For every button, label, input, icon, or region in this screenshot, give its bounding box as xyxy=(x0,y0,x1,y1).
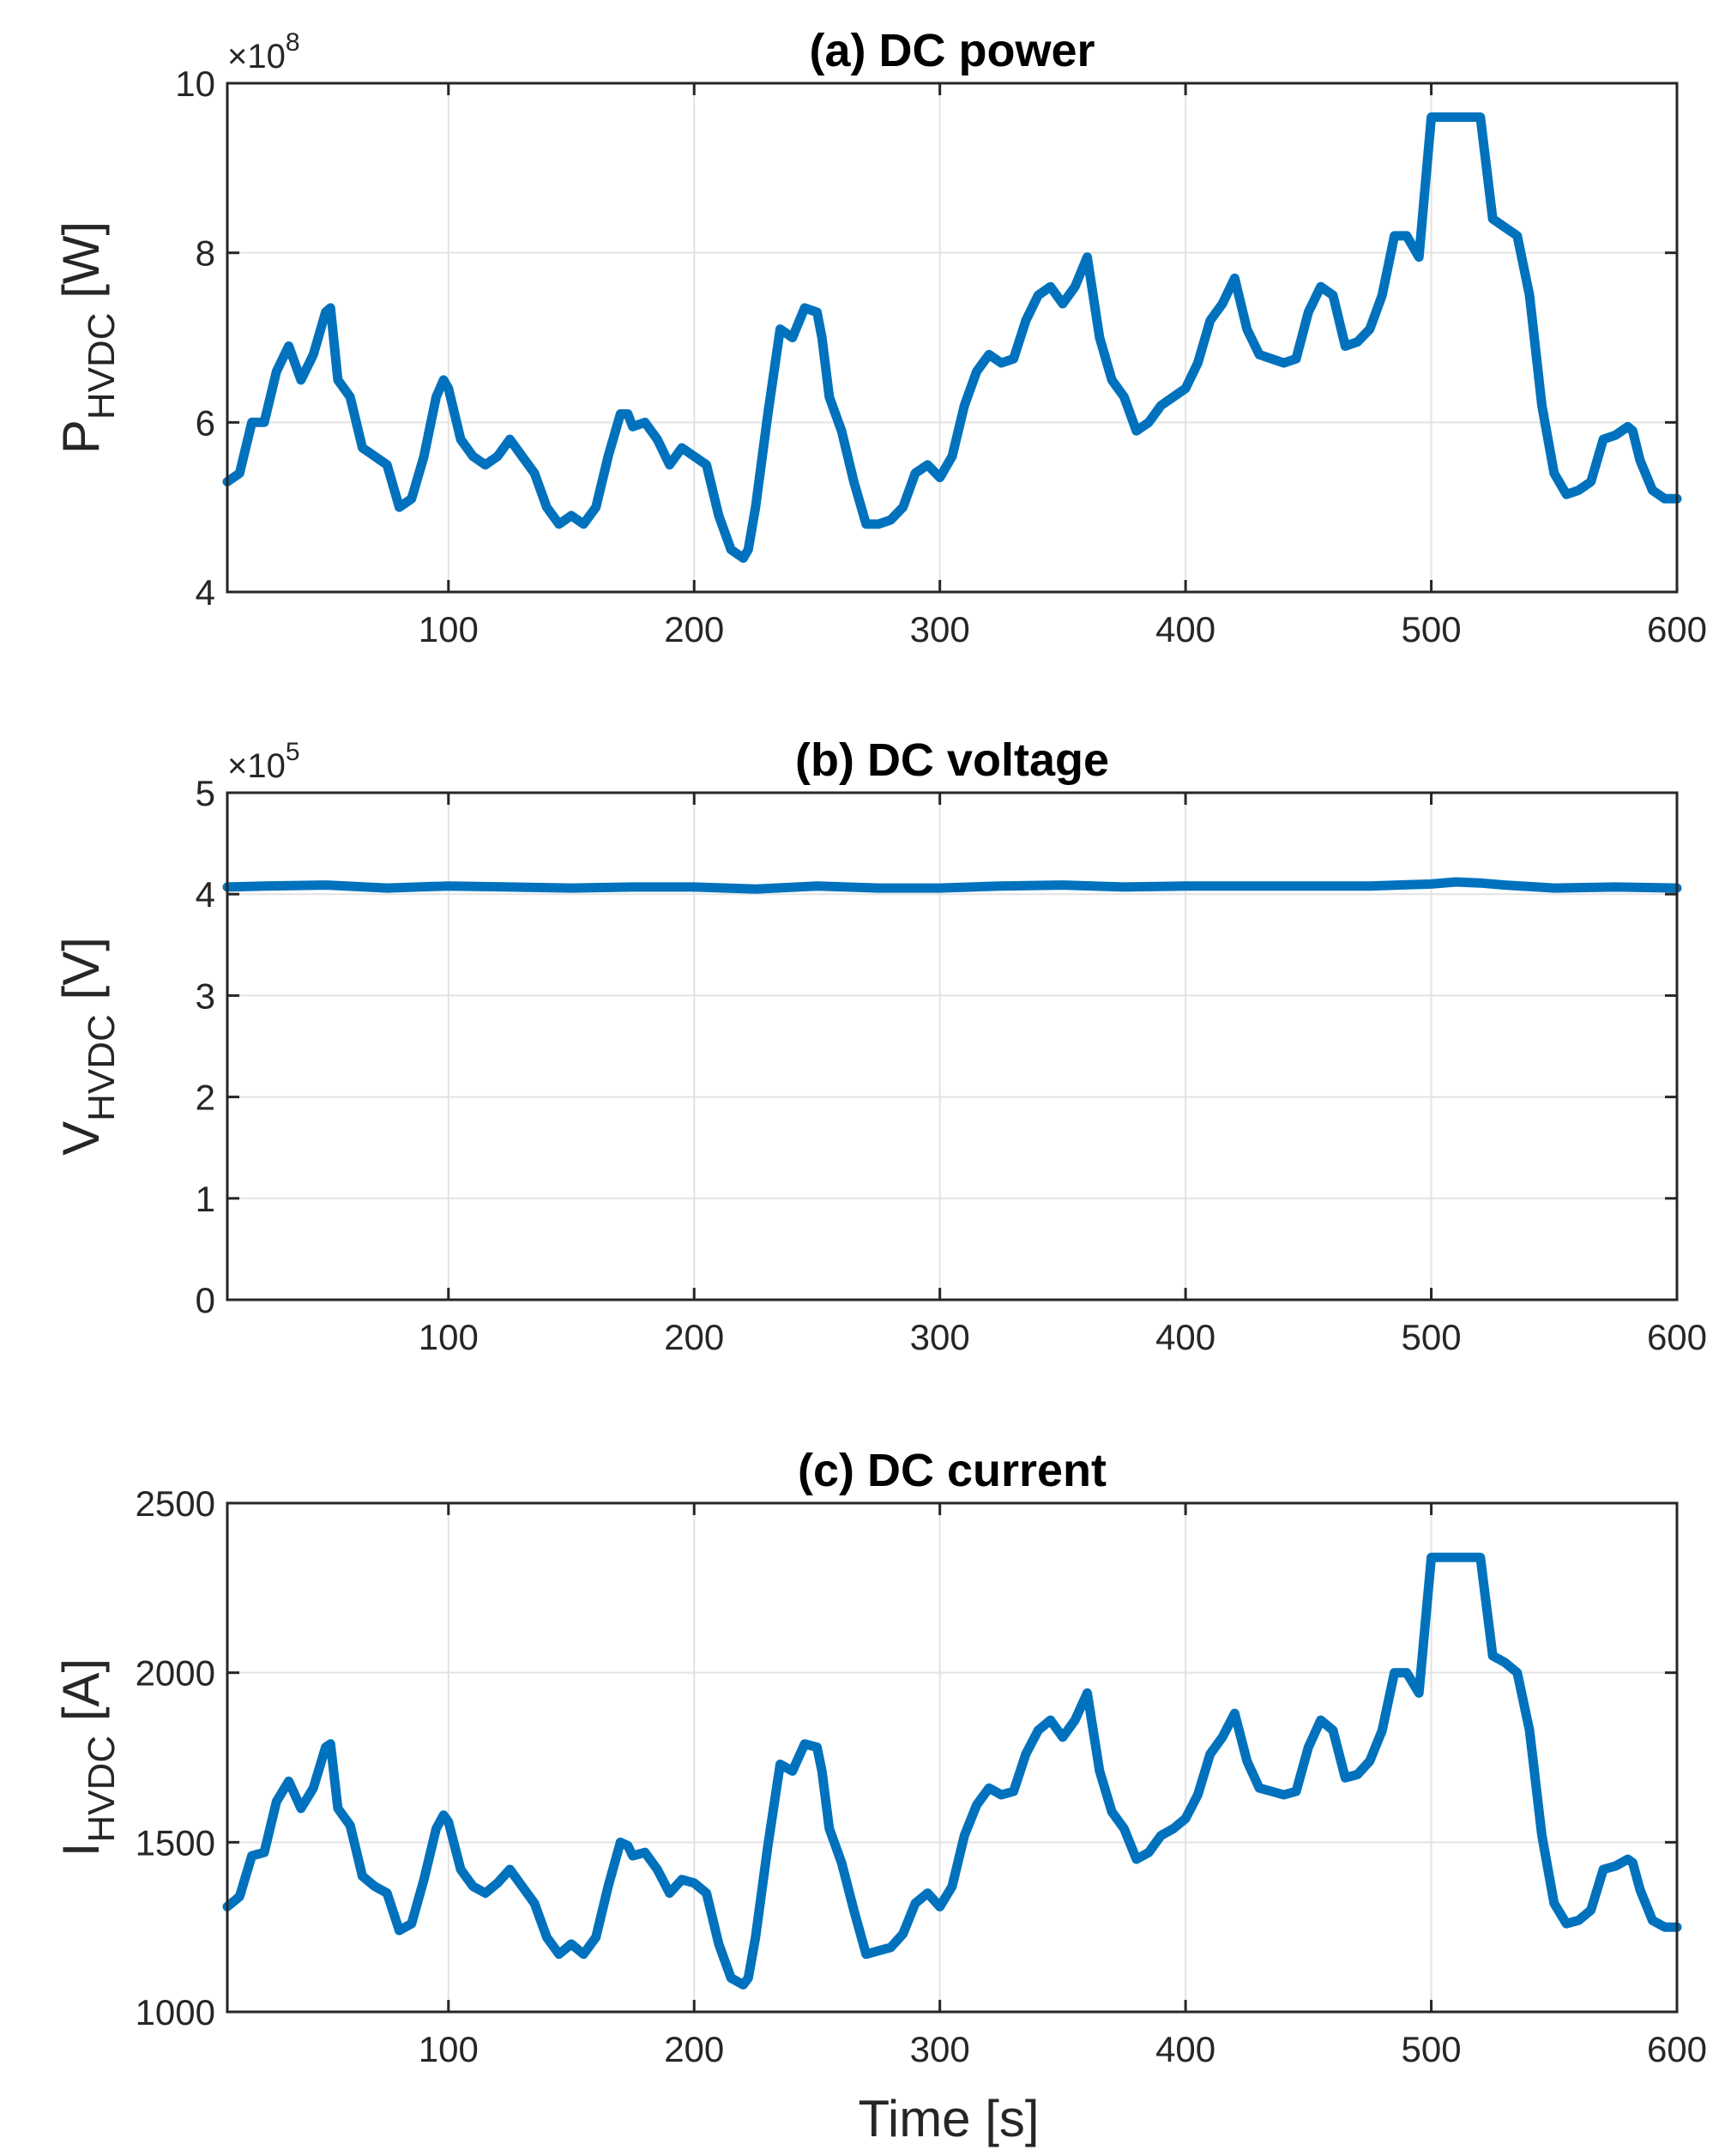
x-tick-label: 400 xyxy=(1155,1317,1215,1357)
x-tick-label: 400 xyxy=(1155,2029,1215,2069)
y-tick-label: 6 xyxy=(196,402,215,443)
chart-title: (c) DC current xyxy=(798,1445,1107,1496)
series-line-1 xyxy=(222,877,1682,894)
series-line-1 xyxy=(222,1552,1682,1990)
x-tick-label: 500 xyxy=(1402,609,1462,649)
y-axis-label-main: I xyxy=(52,1843,110,1857)
plot-frame xyxy=(226,791,1679,1301)
chart-panel-2: 100 200 300 400 500 600 0 1 2 3 4 5 (b) DC voltage ×1… xyxy=(52,734,1707,1357)
x-tick-label: 100 xyxy=(419,1317,479,1357)
x-tick-label: 200 xyxy=(664,2029,724,2069)
y-tick-label: 4 xyxy=(196,874,215,915)
y-axis-label-subscript: HVDC xyxy=(81,1736,123,1843)
plot-frame xyxy=(226,82,1679,594)
y-axis-label-subscript: HVDC xyxy=(81,1014,123,1121)
x-tick-label: 200 xyxy=(664,1317,724,1357)
y-tick-label: 10 xyxy=(175,63,215,104)
x-tick-label: 100 xyxy=(419,609,479,649)
y-exponent-base: ×10 xyxy=(227,38,286,75)
y-exponent-label: ×105 xyxy=(227,738,300,785)
y-tick-label: 4 xyxy=(196,572,215,613)
y-axis-label: VHVDC [V] xyxy=(52,937,123,1156)
y-tick-label: 5 xyxy=(196,773,215,813)
x-tick-label: 300 xyxy=(910,609,970,649)
y-axis-label: PHVDC [W] xyxy=(52,221,123,454)
y-tick-label: 2500 xyxy=(136,1483,215,1524)
x-tick-label: 100 xyxy=(419,2029,479,2069)
x-tick-label: 600 xyxy=(1647,1317,1707,1357)
y-axis-label: IHVDC [A] xyxy=(52,1658,123,1857)
x-tick-label: 300 xyxy=(910,2029,970,2069)
series-line-1 xyxy=(222,112,1682,563)
y-axis-label-unit: [V] xyxy=(52,937,110,1014)
x-tick-label: 600 xyxy=(1647,609,1707,649)
y-tick-label: 1 xyxy=(196,1179,215,1219)
y-exponent-power: 5 xyxy=(286,738,300,766)
x-axis-label: Time [s] xyxy=(858,2090,1039,2147)
chart-panel-3: 100 200 300 400 500 600 1000 1500 2000 2500 (c) DC… xyxy=(52,1445,1707,2069)
y-axis-label-unit: [A] xyxy=(52,1658,110,1736)
y-axis-label-unit: [W] xyxy=(52,221,110,313)
y-axis-label-main: V xyxy=(52,1121,110,1156)
y-tick-label: 1000 xyxy=(136,1992,215,2032)
x-tick-label: 400 xyxy=(1155,609,1215,649)
y-tick-label: 8 xyxy=(196,233,215,274)
y-exponent-label: ×108 xyxy=(227,28,300,75)
y-tick-label: 0 xyxy=(196,1280,215,1320)
y-tick-label: 2000 xyxy=(136,1653,215,1694)
y-tick-label: 1500 xyxy=(136,1822,215,1863)
x-tick-label: 300 xyxy=(910,1317,970,1357)
y-exponent-power: 8 xyxy=(286,28,300,57)
x-tick-label: 500 xyxy=(1402,2029,1462,2069)
y-tick-label: 2 xyxy=(196,1078,215,1118)
y-axis-label-subscript: HVDC xyxy=(81,312,123,420)
y-axis-label-main: P xyxy=(52,420,110,454)
chart-title: (b) DC voltage xyxy=(795,734,1109,786)
x-tick-label: 200 xyxy=(664,609,724,649)
plot-frame xyxy=(226,1501,1679,2014)
y-tick-label: 3 xyxy=(196,975,215,1016)
x-tick-label: 600 xyxy=(1647,2029,1707,2069)
chart-title: (a) DC power xyxy=(809,25,1095,76)
x-tick-label: 500 xyxy=(1402,1317,1462,1357)
y-exponent-base: ×10 xyxy=(227,747,286,785)
